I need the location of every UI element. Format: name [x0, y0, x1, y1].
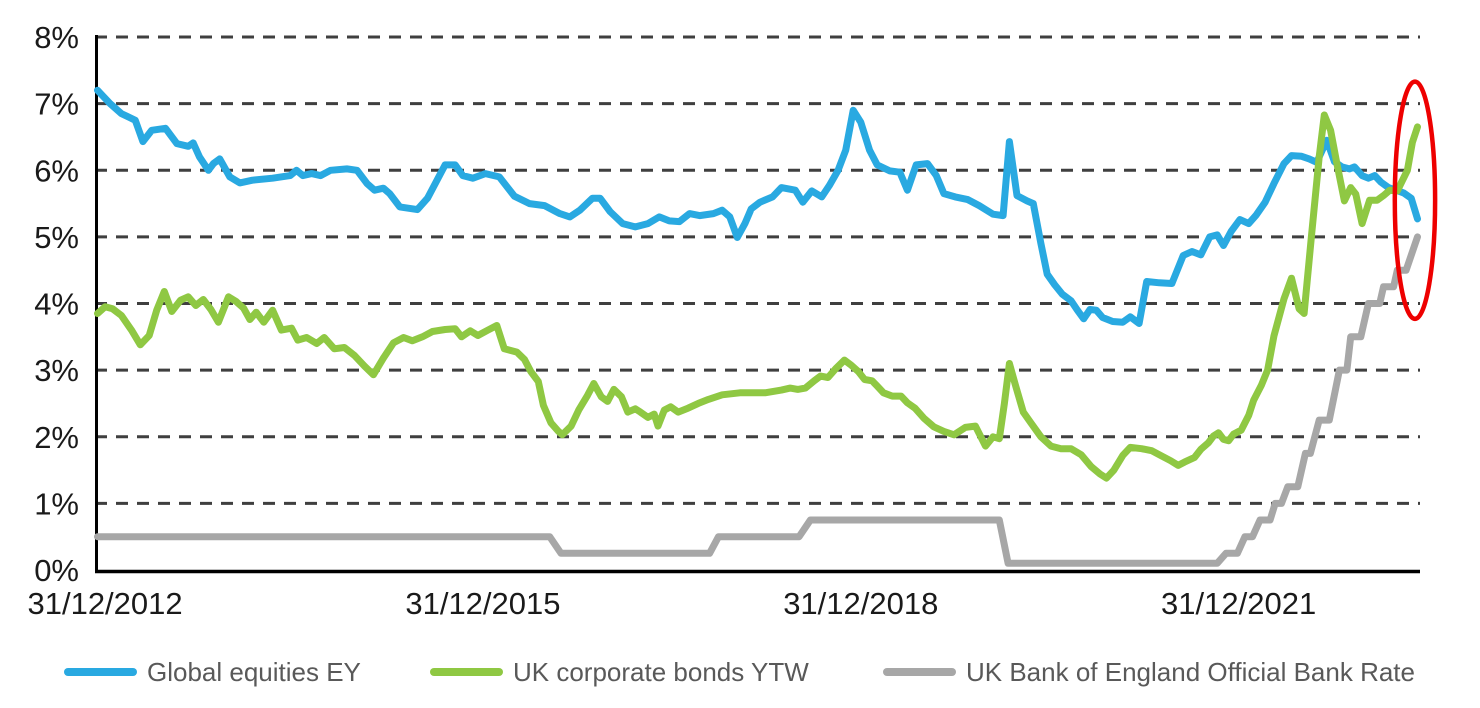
legend: Global equities EY UK corporate bonds YT… — [0, 655, 1480, 695]
y-tick-label: 5% — [34, 220, 79, 255]
legend-swatch-uk-corporate-bonds — [430, 668, 503, 676]
y-tick-label: 0% — [34, 553, 79, 588]
legend-label-boe-bank-rate: UK Bank of England Official Bank Rate — [966, 656, 1415, 687]
y-tick-label: 4% — [34, 287, 79, 322]
y-tick-label: 2% — [34, 420, 79, 455]
x-tick-label: 31/12/2015 — [405, 586, 560, 621]
series-line-uk-bank-of-england-official-bank-rate — [94, 233, 1421, 567]
y-tick-label: 3% — [34, 353, 79, 388]
series-line-global-equities-ey — [94, 86, 1421, 327]
legend-item-uk-corporate-bonds: UK corporate bonds YTW — [430, 655, 809, 689]
series-line-uk-corporate-bonds-ytw — [94, 111, 1421, 482]
x-tick-label: 31/12/2018 — [783, 586, 938, 621]
legend-item-boe-bank-rate: UK Bank of England Official Bank Rate — [883, 655, 1415, 689]
legend-swatch-boe-bank-rate — [883, 668, 956, 676]
y-tick-label: 1% — [34, 486, 79, 521]
legend-label-global-equities: Global equities EY — [147, 656, 361, 687]
x-tick-label: 31/12/2012 — [27, 586, 182, 621]
y-tick-label: 8% — [34, 20, 79, 55]
legend-swatch-global-equities — [64, 668, 137, 676]
x-tick-label: 31/12/2021 — [1161, 586, 1316, 621]
y-tick-label: 7% — [34, 87, 79, 122]
legend-item-global-equities: Global equities EY — [64, 655, 361, 689]
highlight-ellipse — [1392, 79, 1438, 322]
legend-label-uk-corporate-bonds: UK corporate bonds YTW — [513, 656, 809, 687]
y-tick-label: 6% — [34, 153, 79, 188]
